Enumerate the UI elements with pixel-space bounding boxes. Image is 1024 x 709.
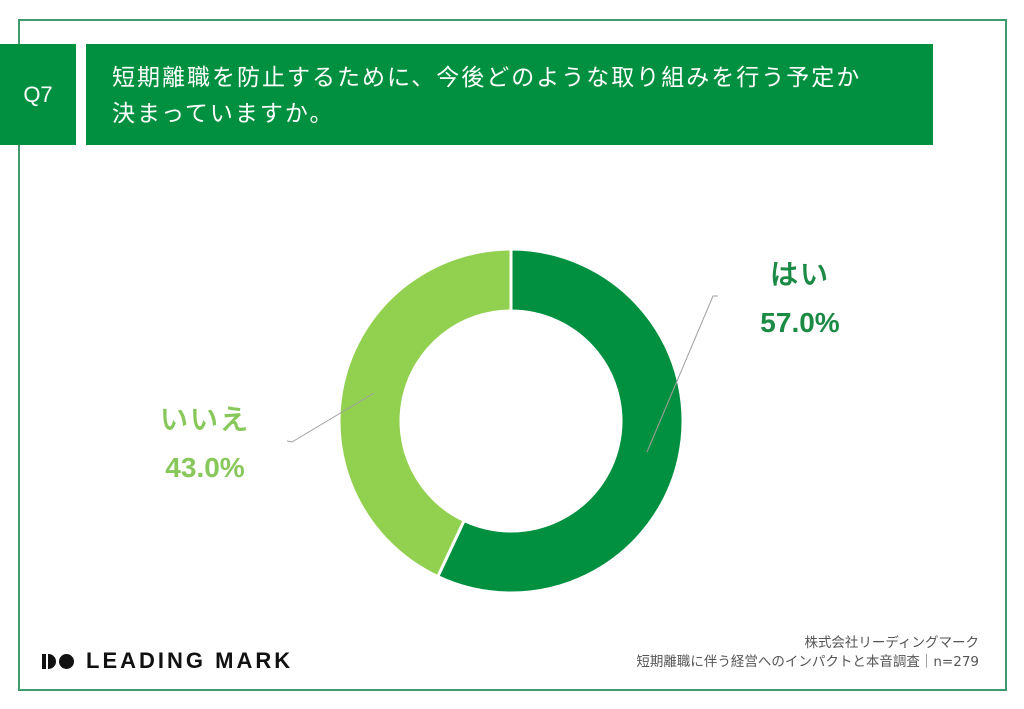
donut-segments [337,247,685,595]
question-title-line1: 短期離職を防止するために、今後どのような取り組みを行う予定か [112,65,862,91]
source-survey: 短期離職に伴う経営へのインパクトと本音調査｜n=279 [636,654,979,670]
leader-line-yes [646,295,718,453]
question-title-line2: 決まっていますか。 [112,101,335,127]
logo-text: LEADING MARK [86,648,294,673]
source-company: 株式会社リーディングマーク [804,635,979,651]
donut-segment-no [337,247,513,579]
page-frame [18,19,1007,691]
label-yes-percent: 57.0% [760,307,840,338]
label-no: いいえ 43.0% [140,398,270,484]
label-yes-name: はい [769,258,830,291]
company-logo: LEADING MARK [42,648,293,674]
source-note: 株式会社リーディングマーク 短期離職に伴う経営へのインパクトと本音調査｜n=27… [636,634,979,672]
question-number: Q7 [23,81,53,107]
label-yes: はい 57.0% [735,253,865,339]
label-no-name: いいえ [159,403,250,436]
question-title: 短期離職を防止するために、今後どのような取り組みを行う予定か 決まっていますか。 [86,44,933,145]
label-no-percent: 43.0% [165,452,245,483]
leader-line-no [286,392,375,443]
question-number-badge: Q7 [0,44,76,145]
donut-segment-yes [435,247,685,595]
logo-mark-icon [42,653,74,669]
